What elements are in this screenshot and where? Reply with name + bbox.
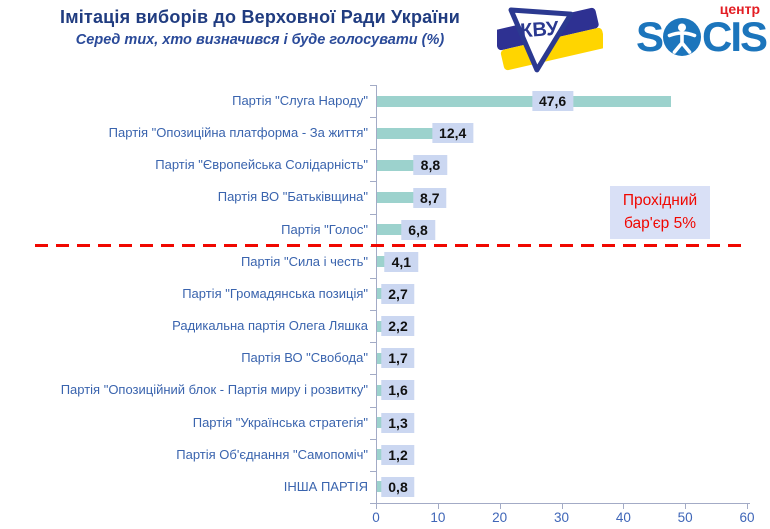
value-label: 47,6: [531, 91, 574, 112]
socis-person-icon: [662, 18, 701, 56]
bar-row: Партія "Європейська Солідарність" 8,8: [0, 149, 770, 181]
bar: [377, 224, 420, 236]
category-label: Радикальна партія Олега Ляшка: [172, 318, 368, 334]
y-tick-mark: [370, 149, 376, 151]
y-tick-mark: [370, 117, 376, 119]
socis-wordmark: S CIS: [601, 13, 768, 60]
value-label: 1,3: [381, 412, 415, 433]
y-tick-mark: [370, 438, 376, 440]
x-tick-label: 30: [553, 510, 570, 525]
bar-row: Партія ВО "Батьківщина" 8,7: [0, 181, 770, 213]
x-tick-mark: [685, 504, 687, 509]
value-label: 1,6: [381, 380, 415, 401]
chart-title: Імітація виборів до Верховної Ради Украї…: [60, 7, 460, 27]
value-label: 0,8: [381, 476, 415, 497]
y-tick-mark: [370, 181, 376, 183]
value-label: 8,8: [413, 155, 448, 176]
value-label: 4,1: [384, 251, 419, 272]
category-label: Партія "Сила і честь": [240, 253, 368, 269]
category-label: Партія ВО "Батьківщина": [217, 189, 368, 205]
y-tick-mark: [370, 406, 376, 408]
bar: [377, 449, 385, 461]
x-tick-mark: [623, 504, 625, 509]
y-tick-mark: [370, 277, 376, 279]
socis-logo: центр S CIS: [601, 1, 768, 72]
x-tick-mark: [499, 504, 501, 509]
value-label: 8,7: [413, 187, 447, 208]
x-tick-label: 60: [739, 510, 755, 525]
y-tick-mark: [370, 503, 376, 504]
bar: [377, 417, 386, 429]
bar: [377, 159, 432, 171]
bar-row: Партія ВО "Свобода" 1,7: [0, 342, 770, 374]
chart-header: Імітація виборів до Верховної Ради Украї…: [0, 7, 520, 48]
svg-text:КВУ: КВУ: [520, 18, 560, 43]
bar-row: Партія "Українська стратегія" 1,3: [0, 407, 770, 439]
bar-chart: Партія "Слуга Народу" 47,6 Партія "Опозиці…: [0, 85, 770, 529]
value-label: 1,2: [381, 444, 415, 465]
y-tick-mark: [370, 310, 376, 312]
threshold-label: Прохідний бар'єр 5%: [610, 186, 710, 239]
category-label: Партія Об'єднання "Самопоміч": [176, 446, 368, 462]
y-tick-mark: [370, 213, 376, 215]
chart-subtitle: Серед тих, хто визначився і буде голосув…: [75, 32, 445, 48]
x-tick-label: 50: [677, 510, 693, 525]
bar-row: Партія "Опозиційна платформа - За життя"…: [0, 117, 770, 149]
y-tick-mark: [370, 470, 376, 472]
category-label: Партія "Голос": [281, 221, 368, 237]
y-tick-mark: [370, 85, 376, 86]
category-label: Партія ВО "Свобода": [241, 350, 368, 366]
category-label: Партія "Опозиційний блок - Партія миру і…: [60, 382, 368, 398]
socis-centr-label: центр: [719, 1, 760, 17]
bar-row: Партія "Голос" 6,8: [0, 214, 770, 246]
y-axis-line: [376, 85, 377, 503]
bar-row: Партія "Слуга Народу" 47,6: [0, 85, 770, 117]
x-tick-mark: [747, 504, 748, 509]
category-label: Партія "Українська стратегія": [192, 414, 368, 430]
category-label: ІНША ПАРТІЯ: [283, 478, 368, 494]
bar-row: ІНША ПАРТІЯ 0,8: [0, 471, 770, 503]
x-tick-label: 0: [372, 510, 380, 525]
bar: [377, 481, 382, 493]
bar-row: Партія Об'єднання "Самопоміч" 1,2: [0, 439, 770, 471]
bar-row: Партія "Опозиційний блок - Партія миру і…: [0, 374, 770, 406]
ukraine-flag-icon: КВУ: [494, 7, 606, 73]
x-tick-mark: [561, 504, 563, 509]
y-tick-mark: [370, 342, 376, 344]
bar: [377, 192, 431, 204]
x-tick-label: 40: [615, 510, 631, 525]
bar: [377, 95, 672, 107]
value-label: 6,8: [401, 219, 435, 240]
category-label: Партія "Слуга Народу": [232, 93, 368, 108]
x-axis-line: [371, 503, 750, 504]
value-label: 1,7: [381, 348, 415, 369]
threshold-dashed-line: [35, 244, 746, 247]
x-tick-label: 20: [492, 510, 508, 525]
x-tick-mark: [437, 504, 439, 509]
socis-text-s: S: [635, 13, 664, 60]
category-label: Партія "Громадянська позиція": [182, 285, 368, 301]
kvu-flag-logo: КВУ: [494, 2, 606, 76]
bar-row: Радикальна партія Олега Ляшка 2,2: [0, 310, 770, 342]
y-tick-mark: [370, 374, 376, 376]
category-label: Партія "Європейська Солідарність": [155, 157, 368, 173]
x-tick-label: 10: [430, 510, 446, 525]
value-label: 12,4: [432, 123, 474, 144]
x-tick-mark: [376, 504, 377, 509]
bar: [377, 127, 454, 139]
category-label: Партія "Опозиційна платформа - За життя": [108, 125, 368, 141]
value-label: 2,7: [381, 283, 415, 304]
bar-row: Партія "Громадянська позиція" 2,7: [0, 278, 770, 310]
value-label: 2,2: [381, 316, 415, 337]
bar-row: Партія "Сила і честь" 4,1: [0, 246, 770, 278]
socis-text-cis: CIS: [701, 13, 768, 60]
